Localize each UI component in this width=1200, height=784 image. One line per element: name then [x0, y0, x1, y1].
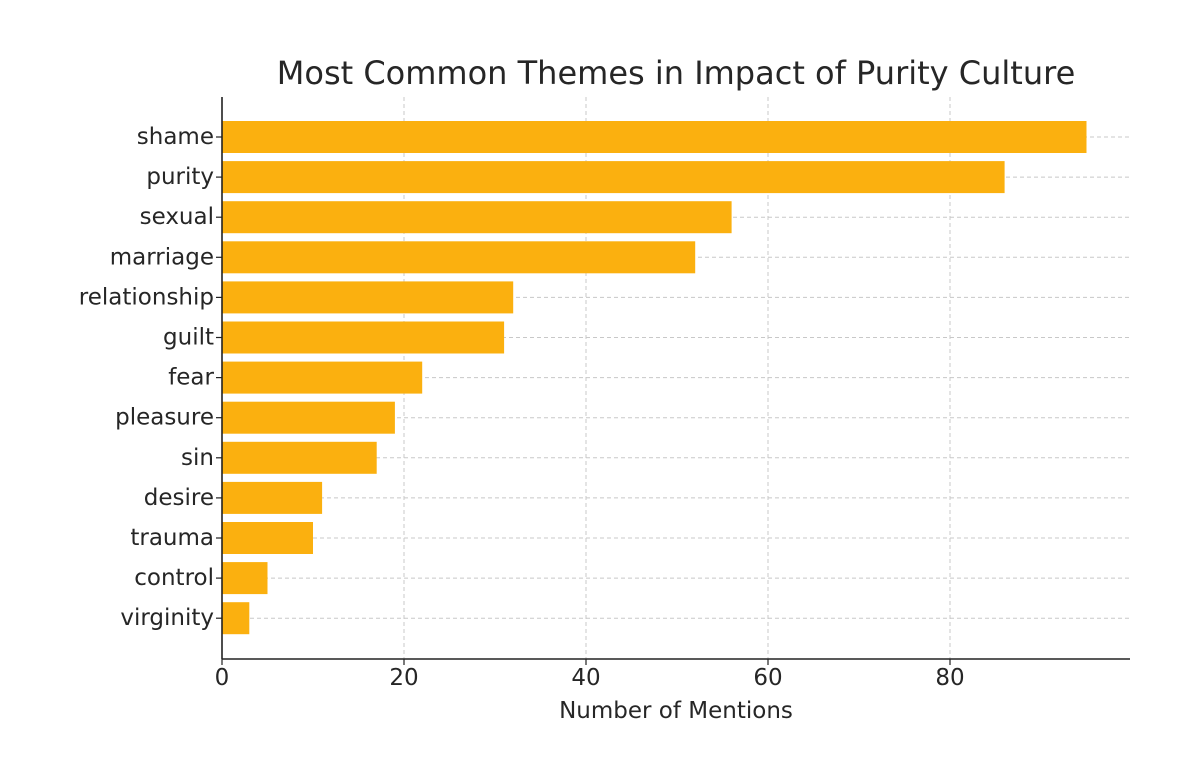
bar-relationship	[222, 281, 514, 314]
bar-desire	[222, 481, 323, 514]
x-tick-label: 20	[389, 665, 418, 691]
x-tick-label: 40	[571, 665, 600, 691]
x-tick-label: 80	[935, 665, 964, 691]
y-tick-label: purity	[146, 164, 214, 190]
bars	[222, 121, 1087, 635]
y-tick-label: pleasure	[115, 405, 214, 431]
y-tick-label: sin	[181, 445, 214, 471]
bar-trauma	[222, 522, 313, 554]
bar-purity	[222, 161, 1005, 194]
y-tick-label: relationship	[79, 284, 214, 310]
y-tick-label: marriage	[110, 244, 214, 270]
y-tick-label: guilt	[163, 325, 214, 351]
bar-sexual	[222, 201, 732, 234]
bar-pleasure	[222, 401, 395, 434]
chart-title: Most Common Themes in Impact of Purity C…	[277, 54, 1076, 92]
bar-fear	[222, 361, 423, 394]
y-tick-label: trauma	[130, 525, 214, 551]
bar-control	[222, 562, 268, 595]
x-tick-label: 60	[753, 665, 782, 691]
x-axis-label: Number of Mentions	[559, 698, 793, 724]
y-tick-label: fear	[168, 365, 214, 391]
y-tick-label: virginity	[120, 605, 214, 631]
bar-guilt	[222, 321, 505, 354]
bar-sin	[222, 441, 377, 474]
y-tick-label: control	[134, 565, 214, 591]
y-tick-label: desire	[144, 485, 214, 511]
y-tick-label: sexual	[140, 204, 214, 230]
axes: shame purity sexual marriage relationship gui…	[79, 97, 1130, 691]
x-tick-label: 0	[215, 665, 230, 691]
y-tick-label: shame	[137, 124, 214, 150]
bar-marriage	[222, 241, 696, 274]
bar-virginity	[222, 602, 250, 635]
bar-shame	[222, 121, 1087, 153]
